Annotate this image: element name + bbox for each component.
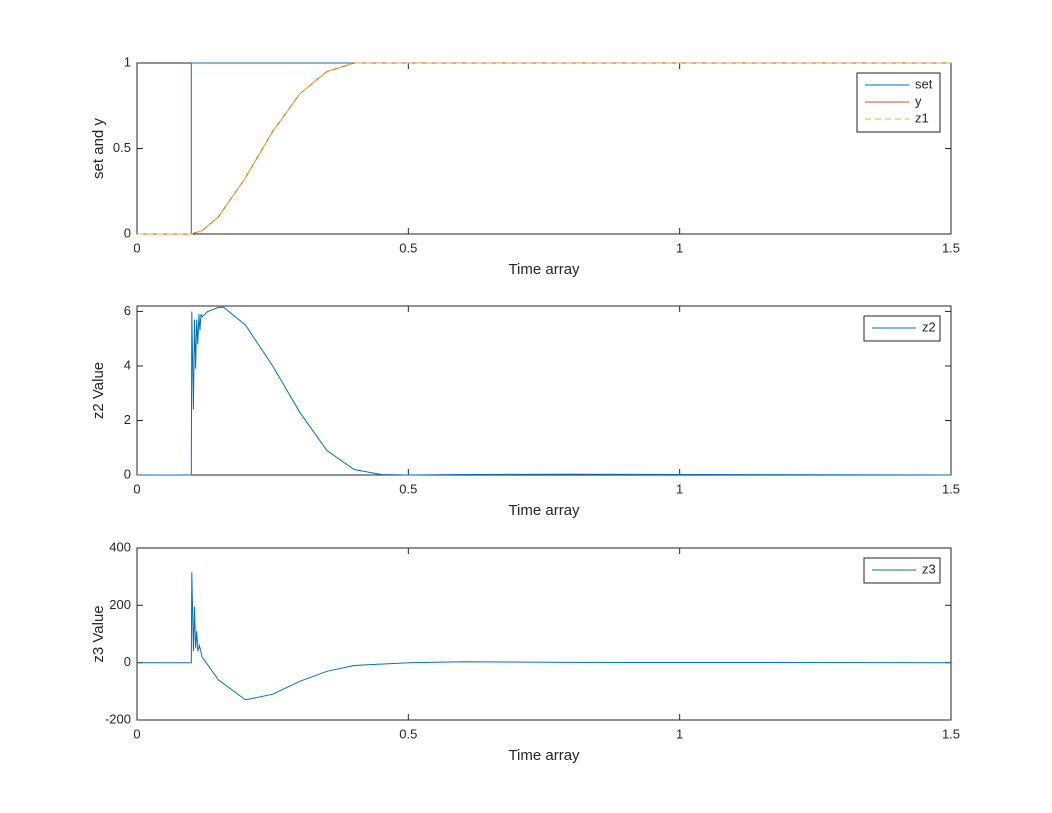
x-tick-label: 1.5	[942, 240, 960, 255]
legend-label: z2	[922, 319, 936, 334]
axes: 0 0.5 1 1.5 0 2 4 6 Time array z2 Value z2	[90, 303, 960, 519]
legend-label: z3	[922, 561, 936, 576]
y-tick-label: 400	[109, 539, 131, 554]
y-axis-label: z3 Value	[90, 605, 107, 662]
x-tick-label: 0.5	[399, 240, 417, 255]
x-tick-label: 0.5	[399, 481, 417, 496]
x-tick-label: 0	[133, 240, 140, 255]
x-tick-label: 1	[676, 240, 683, 255]
x-tick-label: 1.5	[942, 481, 960, 496]
x-axis-label: Time array	[508, 261, 580, 278]
y-tick-label: 0	[124, 654, 131, 669]
series-line	[137, 306, 952, 476]
x-tick-label: 1.5	[942, 726, 960, 741]
x-axis-label: Time array	[508, 747, 580, 764]
legend-label: y	[915, 93, 922, 108]
y-tick-label: 2	[124, 412, 131, 427]
x-tick-label: 0	[133, 726, 140, 741]
y-tick-label: 0.5	[113, 140, 131, 155]
y-tick-label: 6	[124, 303, 131, 318]
series-line	[137, 572, 952, 701]
series-line	[137, 62, 951, 235]
x-tick-label: 0.5	[399, 726, 417, 741]
y-tick-label: 4	[124, 357, 131, 372]
legend-label: set	[915, 76, 933, 91]
plot-area	[136, 62, 952, 235]
plot-area	[136, 547, 952, 721]
legend-label: z1	[915, 110, 929, 125]
x-tick-label: 0	[133, 481, 140, 496]
y-tick-label: -200	[105, 711, 131, 726]
y-tick-label: 0	[124, 466, 131, 481]
y-tick-label: 0	[124, 225, 131, 240]
x-axis-label: Time array	[508, 502, 580, 519]
y-axis-label: z2 Value	[90, 362, 107, 419]
plot-area	[136, 305, 952, 476]
y-tick-label: 200	[109, 597, 131, 612]
x-tick-label: 1	[676, 726, 683, 741]
x-tick-label: 1	[676, 481, 683, 496]
axes: 0 0.5 1 1.5 0 0.5 1 Time array set and y set y z1	[90, 54, 960, 278]
y-tick-label: 1	[124, 54, 131, 69]
y-axis-label: set and y	[90, 118, 107, 179]
